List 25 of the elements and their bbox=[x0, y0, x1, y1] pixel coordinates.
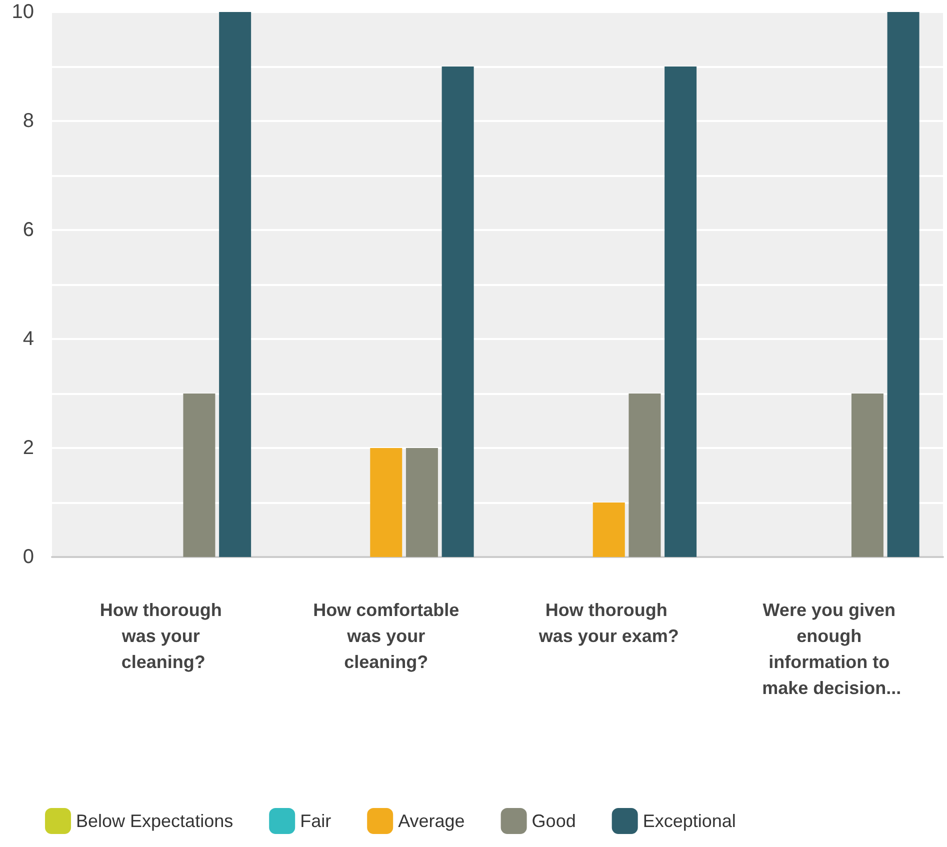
bar bbox=[370, 448, 402, 557]
legend-label: Good bbox=[532, 811, 576, 831]
bar bbox=[592, 502, 625, 557]
legend-label: Average bbox=[398, 811, 465, 831]
bar bbox=[628, 394, 661, 557]
bar bbox=[851, 394, 884, 557]
y-tick-label: 0 bbox=[22, 546, 34, 568]
bar bbox=[664, 66, 697, 557]
y-tick-label: 6 bbox=[22, 219, 34, 241]
legend-label: Below Expectations bbox=[76, 811, 234, 831]
y-tick-label: 4 bbox=[22, 328, 34, 350]
legend-label: Exceptional bbox=[642, 811, 736, 831]
y-tick-label: 2 bbox=[22, 437, 34, 459]
bar bbox=[406, 448, 438, 557]
y-tick-label: 10 bbox=[12, 1, 34, 23]
bar bbox=[887, 12, 920, 557]
x-tick-label: How thorough was your exam? bbox=[538, 600, 679, 646]
bar bbox=[442, 66, 474, 557]
bar bbox=[219, 12, 252, 557]
x-tick-label: Were you given enough information to make decision... bbox=[762, 600, 902, 698]
legend-label: Fair bbox=[300, 811, 332, 831]
bar bbox=[183, 394, 216, 557]
x-tick-label: How thorough was your cleaning? bbox=[100, 600, 227, 672]
x-tick-label: How comfortable was your cleaning? bbox=[313, 600, 460, 672]
y-tick-label: 8 bbox=[22, 110, 34, 132]
